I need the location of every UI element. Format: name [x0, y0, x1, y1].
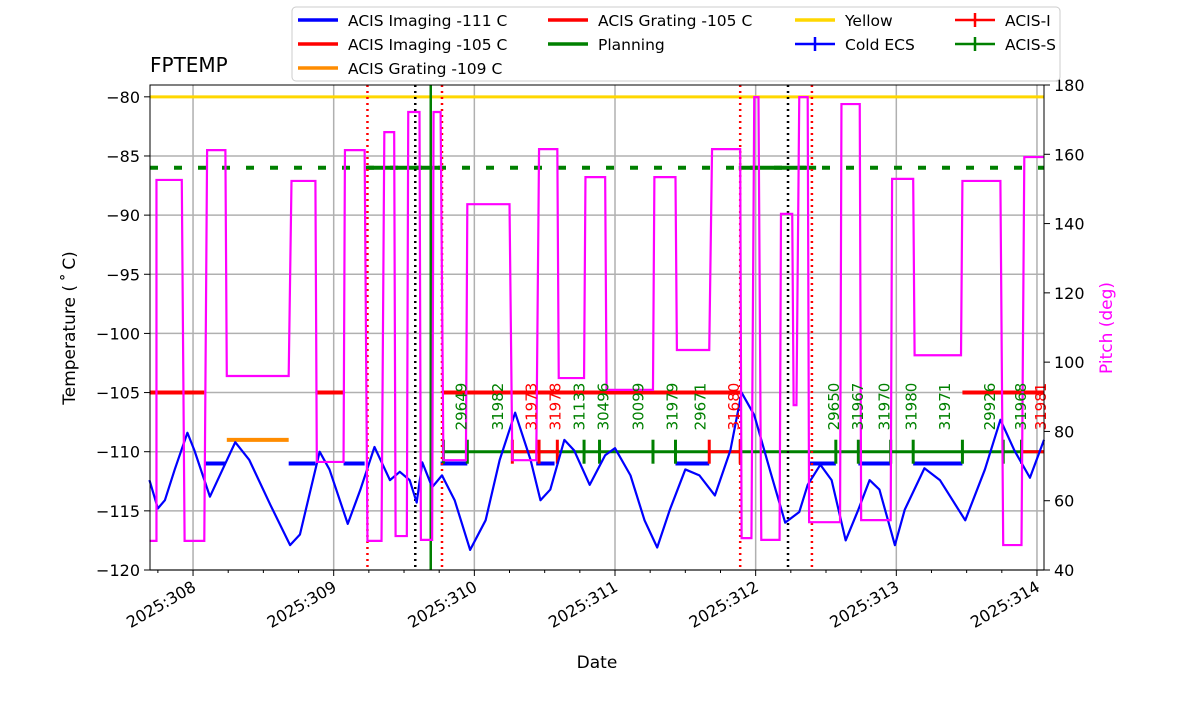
chart-title: FPTEMP: [150, 53, 228, 77]
x-tick-label: 2025:310: [404, 577, 480, 632]
temperature-line: [148, 391, 1046, 551]
y2-tick-label: 120: [1054, 284, 1085, 303]
legend-item: Planning: [548, 36, 665, 54]
legend: ACIS Imaging -111 C ACIS Imaging -105 C AC…: [291, 6, 1061, 82]
y2-tick-label: 60: [1054, 492, 1074, 511]
y-tick-label: −105: [96, 384, 140, 403]
y2-axis-label: Pitch (deg): [1097, 282, 1117, 374]
legend-item: ACIS-S: [955, 36, 1056, 54]
legend-box: [291, 6, 1061, 82]
obsid-label: 29926: [981, 383, 999, 431]
y2-tick-label: 160: [1054, 145, 1085, 164]
legend-item: Cold ECS: [795, 36, 915, 54]
y2-tick-label: 140: [1054, 215, 1085, 234]
obsid-label: 31978: [547, 383, 565, 431]
legend-label: ACIS Imaging -111 C: [348, 12, 507, 30]
y2-tick-label: 80: [1054, 422, 1074, 441]
obsid-label: 30099: [630, 383, 648, 431]
axes: 2025:308 2025:309 2025:310 2025:311 2025:312…: [96, 76, 1085, 632]
y2-tick-label: 40: [1054, 561, 1074, 580]
legend-item: ACIS Grating -109 C: [298, 60, 502, 78]
obsid-label: 31968: [1012, 383, 1030, 431]
legend-label: ACIS-I: [1005, 12, 1051, 30]
y-tick-label: −80: [106, 88, 140, 107]
y-tick-label: −115: [96, 502, 140, 521]
obsid-label: 31979: [663, 383, 681, 431]
obsid-label: 31982: [489, 383, 507, 431]
pitch-line: [149, 96, 1044, 547]
obsid-label: 31967: [849, 383, 867, 431]
x-tick-label: 2025:309: [264, 577, 340, 632]
legend-item: ACIS-I: [955, 12, 1051, 30]
y2-tick-label: 180: [1054, 76, 1085, 95]
legend-label: ACIS Grating -105 C: [598, 12, 752, 30]
plot-area: 29649 31982 31973 31978 31133 30496 30099 31979…: [148, 85, 1050, 570]
obsid-label: 31970: [876, 383, 894, 431]
legend-label: Yellow: [844, 12, 893, 30]
y-tick-label: −110: [96, 443, 140, 462]
obsid-label: 29650: [825, 383, 843, 431]
plot-frame: [149, 84, 1045, 571]
obsid-label: 30496: [594, 383, 612, 431]
x-tick-label: 2025:311: [545, 577, 621, 632]
obsid-label: 31980: [902, 383, 920, 431]
y-tick-label: −90: [106, 206, 140, 225]
y-tick-label: −85: [106, 147, 140, 166]
obsid-label: 31973: [523, 383, 541, 431]
legend-item: ACIS Grating -105 C: [548, 12, 752, 30]
obsid-label: 29649: [452, 383, 470, 431]
y2-tick-label: 100: [1054, 353, 1085, 372]
y-tick-label: −95: [106, 265, 140, 284]
legend-item: ACIS Imaging -111 C: [298, 12, 507, 30]
legend-label: ACIS-S: [1005, 36, 1056, 54]
obsid-label: 29671: [691, 383, 709, 431]
x-tick-label: 2025:312: [686, 577, 762, 632]
obsid-label: 31133: [570, 383, 588, 431]
legend-label: Cold ECS: [845, 36, 915, 54]
x-tick-label: 2025:313: [826, 577, 902, 632]
legend-label: ACIS Grating -109 C: [348, 60, 502, 78]
legend-item: Yellow: [795, 12, 893, 30]
y-axis-label: Temperature ( ˚ C): [59, 251, 80, 406]
y-tick-label: −100: [96, 324, 140, 343]
legend-label: ACIS Imaging -105 C: [348, 36, 507, 54]
x-axis-label: Date: [577, 653, 618, 673]
obsid-label: 31981: [1032, 383, 1050, 431]
x-tick-label: 2025:308: [123, 577, 199, 632]
obsid-label: 31971: [936, 383, 954, 431]
legend-item: ACIS Imaging -105 C: [298, 36, 507, 54]
obsid-label: 31680: [725, 383, 743, 431]
x-tick-label: 2025:314: [967, 577, 1043, 632]
y-tick-label: −120: [96, 561, 140, 580]
legend-label: Planning: [598, 36, 665, 54]
